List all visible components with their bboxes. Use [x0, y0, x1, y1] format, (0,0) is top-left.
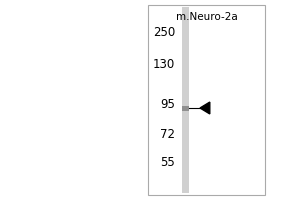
Bar: [182, 106, 188, 110]
Text: 130: 130: [153, 58, 175, 72]
Bar: [148, 5, 265, 195]
Text: 72: 72: [160, 129, 175, 142]
Text: 55: 55: [160, 156, 175, 170]
Text: 95: 95: [160, 98, 175, 112]
Bar: [182, 7, 188, 193]
Polygon shape: [200, 102, 210, 114]
Text: m.Neuro-2a: m.Neuro-2a: [176, 12, 238, 22]
Text: 250: 250: [153, 25, 175, 38]
